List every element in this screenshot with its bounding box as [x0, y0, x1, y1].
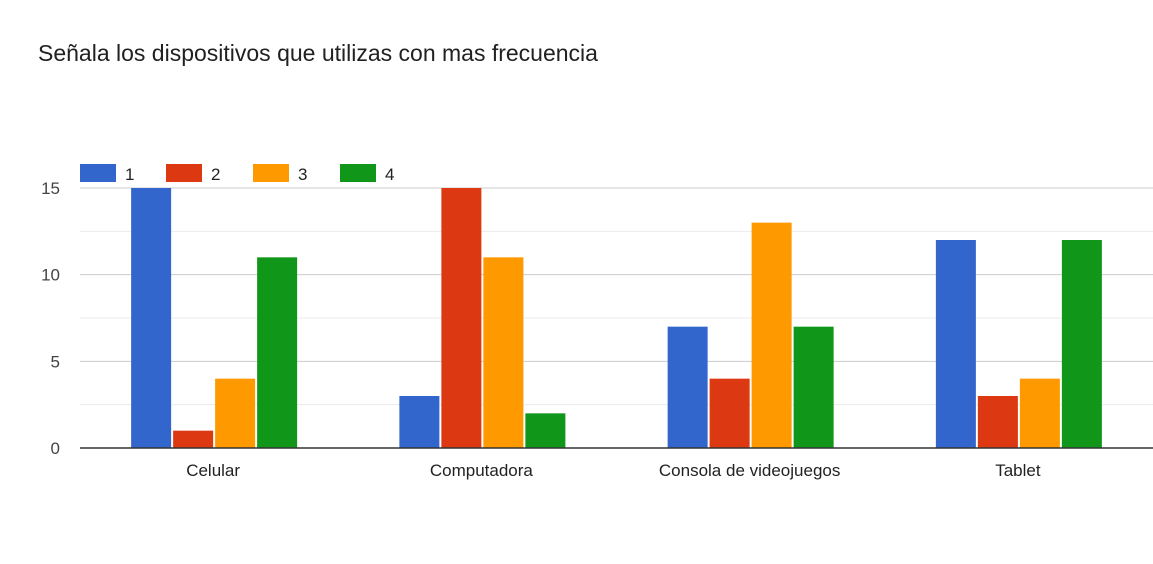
- legend-item-2[interactable]: 2: [166, 164, 220, 184]
- legend-item-1[interactable]: 1: [80, 164, 134, 184]
- bar-tablet-series-2: [977, 396, 1018, 448]
- bar-celular-series-4: [257, 257, 298, 448]
- legend-label: 3: [298, 165, 307, 184]
- y-axis-ticks: 0 5 10 15: [41, 179, 60, 458]
- bar-consola-de-videojuegos-series-1: [667, 326, 708, 448]
- bar-computadora-series-2: [441, 188, 482, 448]
- bar-tablet-series-1: [935, 240, 976, 448]
- y-tick-label: 10: [41, 266, 60, 285]
- legend-label: 2: [211, 165, 220, 184]
- bar-computadora-series-3: [483, 257, 524, 448]
- bar-celular-series-1: [131, 188, 172, 448]
- legend-swatch: [80, 164, 116, 182]
- bars: [131, 188, 1102, 448]
- gridlines: [80, 187, 1153, 406]
- bar-tablet-series-4: [1061, 240, 1102, 448]
- x-tick-label: Computadora: [430, 461, 534, 480]
- chart-title: Señala los dispositivos que utilizas con…: [38, 40, 598, 66]
- bar-celular-series-3: [215, 378, 256, 448]
- legend-label: 4: [385, 165, 394, 184]
- y-tick-label: 5: [51, 352, 60, 371]
- x-tick-label: Celular: [186, 461, 240, 480]
- bar-celular-series-2: [173, 430, 214, 448]
- x-tick-label: Tablet: [995, 461, 1041, 480]
- legend-item-3[interactable]: 3: [253, 164, 307, 184]
- bar-consola-de-videojuegos-series-4: [793, 326, 834, 448]
- bar-consola-de-videojuegos-series-3: [751, 222, 792, 448]
- legend-label: 1: [125, 165, 134, 184]
- bar-computadora-series-4: [525, 413, 566, 448]
- legend-item-4[interactable]: 4: [340, 164, 394, 184]
- legend: 1 2 3 4: [80, 164, 394, 184]
- bar-computadora-series-1: [399, 396, 440, 448]
- y-tick-label: 0: [51, 439, 60, 458]
- x-tick-label: Consola de videojuegos: [659, 461, 840, 480]
- legend-swatch: [166, 164, 202, 182]
- y-tick-label: 15: [41, 179, 60, 198]
- bar-tablet-series-3: [1019, 378, 1060, 448]
- x-axis-ticks: Celular Computadora Consola de videojuegos…: [186, 461, 1041, 480]
- bar-consola-de-videojuegos-series-2: [709, 378, 750, 448]
- legend-swatch: [340, 164, 376, 182]
- legend-swatch: [253, 164, 289, 182]
